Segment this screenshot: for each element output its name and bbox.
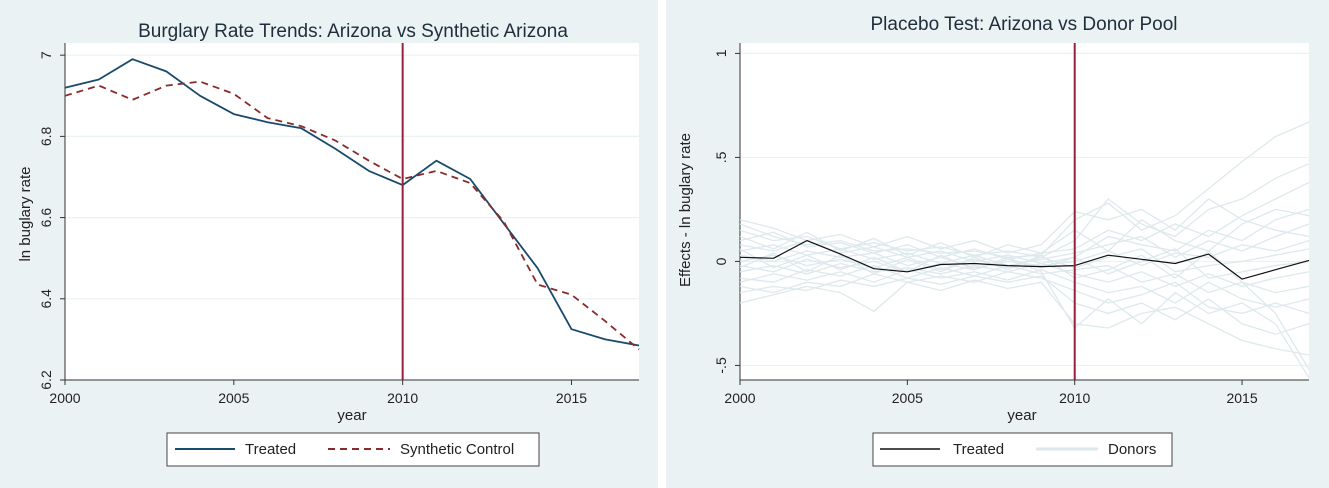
- series-line-donors: [739, 250, 1310, 370]
- series-line-donors: [739, 264, 1310, 294]
- y-tick-label: 6.8: [38, 126, 54, 146]
- y-axis-label: Effects - ln buglary rate: [677, 133, 694, 287]
- y-tick-label: 7: [38, 51, 54, 59]
- placebo-test-chart: Placebo Test: Arizona vs Donor Pool year…: [666, 0, 1329, 488]
- series-line-donors: [739, 248, 1310, 379]
- plot-area: [65, 43, 639, 380]
- chart-title: Placebo Test: Arizona vs Donor Pool: [871, 14, 1178, 35]
- series-line-donors: [739, 163, 1310, 258]
- legend-label-treated: Treated: [245, 441, 296, 458]
- left-chart-panel: Burglary Rate Trends: Arizona vs Synthet…: [0, 0, 658, 488]
- series-line-donors: [739, 198, 1310, 254]
- legend-label-donors: Donors: [1108, 441, 1156, 458]
- y-tick-label: 6.2: [38, 370, 54, 390]
- x-axis-label: year: [337, 407, 366, 424]
- x-tick-label: 2005: [218, 390, 249, 406]
- legend-label-synthetic-control: Synthetic Control: [400, 441, 514, 458]
- chart-title: Burglary Rate Trends: Arizona vs Synthet…: [138, 21, 568, 42]
- y-axis-label: ln buglary rate: [17, 166, 34, 261]
- y-tick-label: 1: [713, 49, 729, 57]
- x-tick-label: 2010: [387, 390, 418, 406]
- series-line-donors: [739, 271, 1310, 315]
- x-tick-label: 2000: [724, 390, 755, 406]
- y-tick-label: 6.4: [38, 289, 54, 309]
- series-line-donors: [739, 248, 1310, 279]
- legend: Treated Donors: [872, 432, 1173, 467]
- legend-label-treated: Treated: [953, 441, 1004, 458]
- y-tick-label: 0: [713, 257, 729, 265]
- x-tick-label: 2015: [556, 390, 587, 406]
- y-tick-label: -.5: [713, 357, 729, 374]
- series-line-treated: [64, 58, 640, 347]
- legend: Treated Synthetic Control: [166, 432, 540, 467]
- series-line-donors: [739, 208, 1310, 265]
- series-line-synthetic-control: [64, 80, 640, 351]
- y-tick-label: .5: [713, 151, 729, 163]
- x-tick-label: 2005: [892, 390, 923, 406]
- y-tick-label: 6.6: [38, 208, 54, 228]
- right-chart-panel: Placebo Test: Arizona vs Donor Pool year…: [666, 0, 1329, 488]
- x-tick-label: 2000: [49, 390, 80, 406]
- series-line-donors: [739, 275, 1310, 335]
- series-line-donors: [739, 262, 1310, 288]
- x-tick-label: 2010: [1059, 390, 1090, 406]
- series-line-donors: [739, 181, 1310, 260]
- burglary-trends-chart: Burglary Rate Trends: Arizona vs Synthet…: [0, 0, 658, 488]
- series-line-treated: [739, 240, 1310, 280]
- series-line-donors: [739, 279, 1310, 356]
- plot-area: [740, 43, 1309, 380]
- x-axis-label: year: [1007, 407, 1036, 424]
- x-tick-label: 2015: [1226, 390, 1257, 406]
